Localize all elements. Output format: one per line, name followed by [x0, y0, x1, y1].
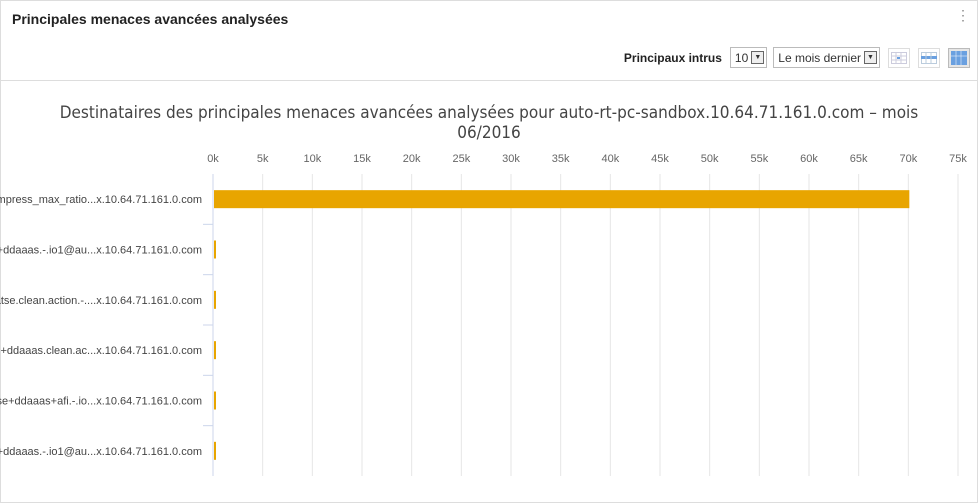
x-tick-label: 30k [502, 153, 520, 165]
chart-view-button[interactable] [948, 47, 970, 68]
controls-bar: Principaux intrus 10 ▼ Le mois dernier ▼ [624, 47, 970, 68]
x-tick-label: 75k [949, 153, 967, 165]
y-category-label: snap+ddaaas.-.io1@au...x.10.64.71.161.0.… [0, 446, 202, 458]
top-count-select[interactable]: 10 ▼ [729, 47, 768, 68]
x-tick-label: 15k [353, 153, 371, 165]
x-tick-label: 60k [800, 153, 818, 165]
x-tick-label: 65k [850, 153, 868, 165]
x-tick-label: 40k [601, 153, 619, 165]
table-view-button[interactable] [918, 47, 940, 68]
bar [214, 190, 910, 209]
widget-title: Principales menaces avancées analysées [12, 11, 289, 27]
chart-view-icon [951, 50, 967, 65]
bar [214, 240, 216, 259]
period-select[interactable]: Le mois dernier ▼ [773, 47, 880, 68]
y-category-label: atse+ddaaas+afi.-.io...x.10.64.71.161.0.… [0, 396, 202, 408]
x-tick-label: 70k [899, 153, 917, 165]
top-count-value: 10 [734, 50, 749, 65]
chevron-down-icon: ▼ [751, 51, 765, 64]
x-tick-label: 20k [403, 153, 421, 165]
period-value: Le mois dernier [778, 50, 861, 65]
header-divider [0, 80, 978, 81]
x-tick-label: 10k [303, 153, 321, 165]
grid-view-icon [891, 51, 907, 64]
y-category-label: atse.clean.action.-....x.10.64.71.161.0.… [0, 295, 202, 307]
y-category-label: decompress_max_ratio...x.10.64.71.161.0.… [0, 194, 202, 206]
x-tick-label: 5k [257, 153, 269, 165]
bar [214, 391, 216, 410]
bar [214, 441, 216, 460]
bar [214, 341, 216, 360]
y-category-label: atse+ddaaas.clean.ac...x.10.64.71.161.0.… [0, 345, 202, 357]
chevron-down-icon: ▼ [864, 51, 877, 64]
bar [214, 290, 216, 309]
x-tick-label: 25k [452, 153, 470, 165]
table-view-icon [921, 51, 937, 64]
x-tick-label: 55k [750, 153, 768, 165]
grid-view-button[interactable] [888, 47, 910, 68]
x-tick-label: 35k [552, 153, 570, 165]
top-intruders-label: Principaux intrus [623, 50, 722, 65]
chart-title: Destinataires des principales menaces av… [59, 103, 919, 143]
x-tick-label: 45k [651, 153, 669, 165]
x-tick-label: 50k [701, 153, 719, 165]
x-tick-label: 0k [207, 153, 219, 165]
y-category-label: atse+ddaaas.-.io1@au...x.10.64.71.161.0.… [0, 245, 202, 257]
